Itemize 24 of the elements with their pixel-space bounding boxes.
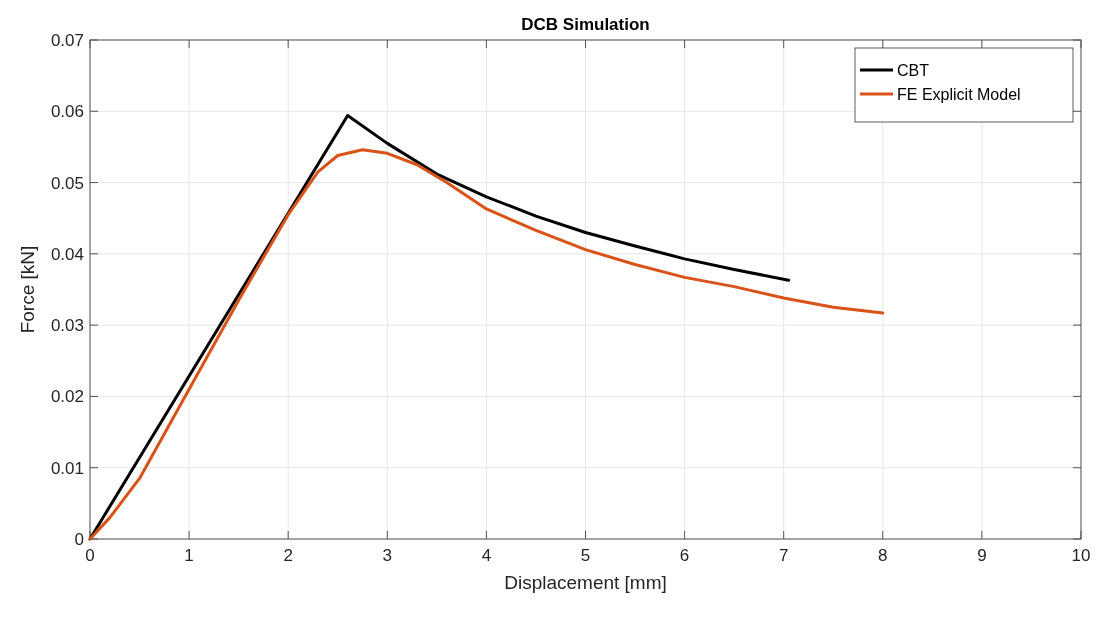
x-tick-label: 6 [679, 546, 690, 565]
x-tick-label: 5 [580, 546, 591, 565]
chart-title: DCB Simulation [521, 15, 650, 34]
y-tick-label: 0.05 [50, 173, 84, 193]
y-tick-label: 0.07 [50, 30, 84, 50]
x-tick-label: 1 [184, 546, 194, 565]
x-axis-title: Displacement [mm] [504, 572, 667, 593]
legend-label: FE Explicit Model [897, 85, 1021, 103]
y-tick-label: 0.01 [50, 458, 84, 478]
y-tick-label: 0.04 [50, 244, 84, 264]
x-tick-label: 4 [481, 546, 492, 565]
y-tick-label: 0.03 [50, 316, 84, 336]
y-tick-label: 0 [74, 529, 84, 549]
x-tick-label: 7 [778, 546, 789, 565]
y-tick-label: 0.02 [50, 387, 84, 407]
y-axis-title: Force [kN] [17, 245, 38, 334]
line-series [88, 148, 885, 541]
x-tick-label: 2 [283, 546, 293, 565]
x-tick-label: 9 [977, 546, 987, 565]
x-tick-label: 3 [382, 546, 393, 565]
y-tick-label: 0.06 [50, 102, 84, 122]
x-tick-label: 8 [878, 546, 888, 565]
x-tick-label: 10 [1071, 546, 1091, 565]
legend-label: CBT [897, 61, 930, 79]
